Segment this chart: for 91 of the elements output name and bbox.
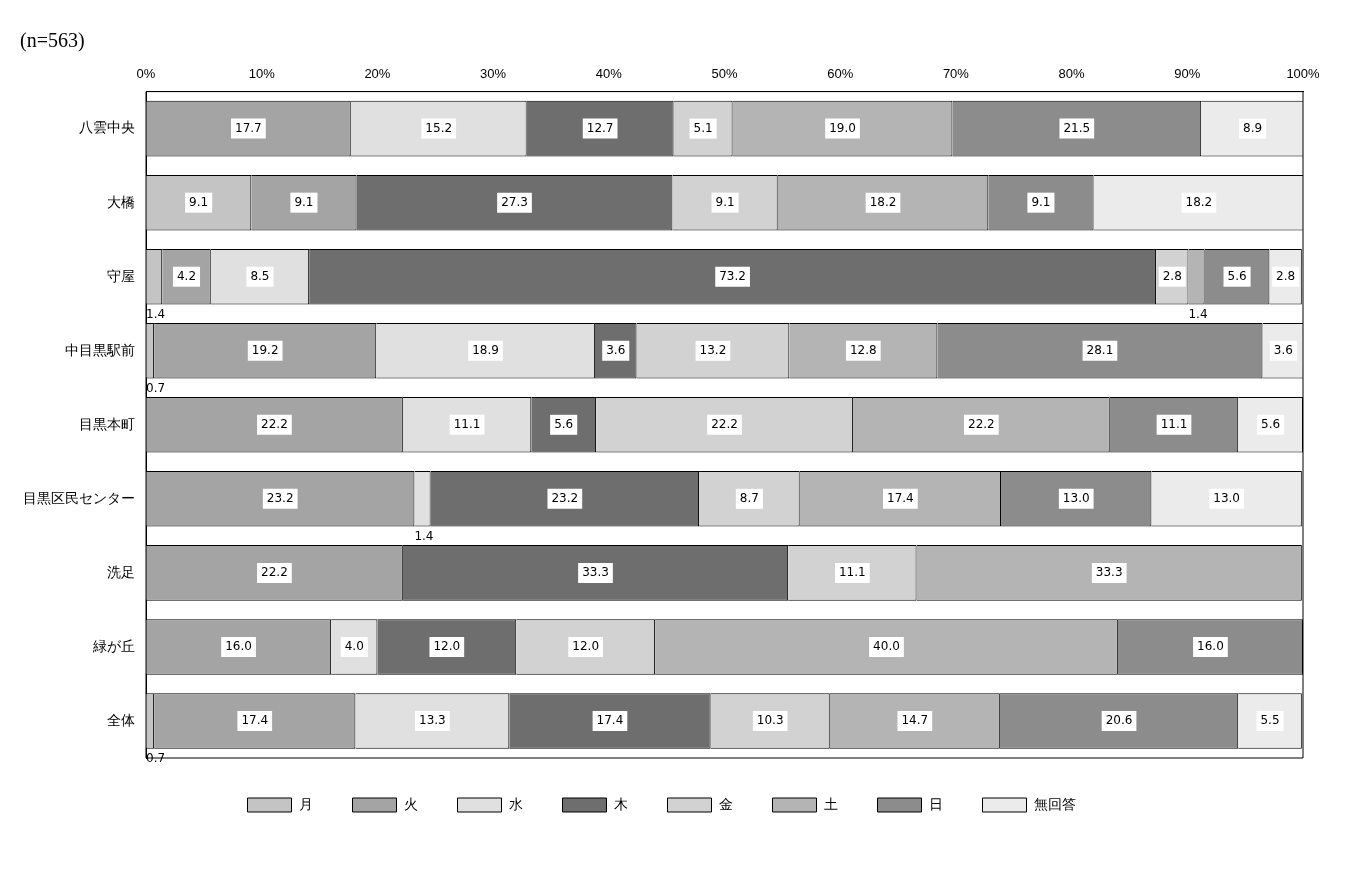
data-label: 11.1: [453, 416, 481, 431]
legend-label: 水: [508, 795, 523, 812]
y-tick-label: 中目黒駅前: [65, 341, 135, 358]
x-tick-label: 60%: [827, 66, 854, 82]
data-label: 9.1: [1031, 194, 1051, 209]
data-label: 12.8: [849, 342, 877, 357]
legend-label: 火: [403, 795, 418, 812]
data-label: 22.2: [711, 416, 738, 431]
data-label: 33.3: [582, 565, 609, 580]
data-label: 17.4: [887, 490, 914, 505]
data-label: 27.3: [501, 194, 528, 209]
x-tick-label: 80%: [1058, 66, 1086, 82]
y-tick-label: 緑が丘: [92, 637, 135, 654]
legend-label: 土: [823, 795, 838, 812]
data-label: 21.5: [1063, 120, 1091, 135]
data-label: 12.0: [433, 639, 461, 654]
data-label: 20.6: [1105, 713, 1133, 728]
data-label: 17.7: [235, 120, 262, 135]
data-label: 4.2: [176, 268, 197, 283]
data-label: 13.0: [1062, 490, 1090, 505]
legend-label: 無回答: [1033, 795, 1076, 812]
data-label: 33.3: [1095, 565, 1123, 580]
data-label: 12.0: [572, 639, 600, 654]
data-label: 11.1: [838, 565, 866, 580]
y-tick-label: 目黒本町: [79, 415, 135, 432]
x-tick-label: 10%: [248, 66, 276, 82]
data-label: 22.2: [261, 565, 288, 580]
data-label: 16.0: [225, 639, 252, 654]
data-label: 11.1: [1160, 416, 1188, 431]
data-label: 18.2: [1185, 194, 1213, 209]
data-label: 0.7: [146, 750, 166, 765]
y-tick-label: 全体: [107, 711, 135, 728]
x-tick-label: 30%: [480, 66, 507, 82]
data-label: 0.7: [146, 380, 166, 395]
data-label: 2.8: [1276, 268, 1296, 283]
y-tick-label: 守屋: [107, 267, 135, 284]
data-label: 8.5: [250, 268, 270, 283]
data-label: 9.1: [294, 194, 314, 209]
data-label: 16.0: [1197, 639, 1224, 654]
y-tick-label: 八雲中央: [79, 119, 135, 136]
data-label: 5.6: [554, 416, 574, 431]
data-label: 3.6: [1273, 342, 1293, 357]
data-label: 73.2: [719, 268, 746, 283]
data-label: 12.7: [586, 120, 614, 135]
data-label: 15.2: [425, 120, 453, 135]
data-label: 14.7: [901, 713, 929, 728]
data-label: 1.4: [1188, 306, 1208, 321]
data-label: 22.2: [967, 416, 995, 431]
y-tick-label: 大橋: [107, 193, 135, 210]
data-label: 4.0: [344, 639, 364, 654]
y-tick-label: 目黒区民センター: [23, 489, 135, 506]
legend-label: 月: [298, 795, 313, 812]
data-label: 23.2: [266, 490, 294, 505]
data-label: 22.2: [261, 416, 288, 431]
data-label: 8.9: [1243, 120, 1263, 135]
x-tick-label: 70%: [942, 66, 970, 82]
x-tick-label: 50%: [711, 66, 738, 82]
data-label: 13.3: [419, 713, 446, 728]
chart-title: (n=563): [20, 29, 85, 53]
data-label: 28.1: [1086, 342, 1114, 357]
data-label: 1.4: [146, 306, 166, 321]
data-label: 13.2: [699, 342, 727, 357]
data-label: 5.6: [1261, 416, 1281, 431]
legend-label: 木: [613, 795, 628, 812]
data-label: 19.2: [251, 342, 279, 357]
legend-label: 金: [718, 795, 733, 812]
data-label: 17.4: [241, 713, 269, 728]
data-label: 3.6: [606, 342, 626, 357]
data-label: 10.3: [756, 713, 784, 728]
data-label: 2.8: [1162, 268, 1182, 283]
data-label: 40.0: [873, 639, 900, 654]
data-label: 1.4: [414, 528, 434, 543]
data-label: 9.1: [715, 194, 735, 209]
legend-label: 日: [928, 795, 943, 812]
data-label: 5.1: [693, 120, 713, 135]
x-tick-label: 40%: [595, 66, 623, 82]
x-tick-label: 90%: [1174, 66, 1201, 82]
data-label: 5.6: [1227, 268, 1247, 283]
data-label: 13.0: [1213, 490, 1240, 505]
data-label: 23.2: [551, 490, 579, 505]
x-tick-label: 0%: [136, 66, 156, 82]
data-label: 17.4: [596, 713, 624, 728]
x-tick-label: 20%: [364, 66, 391, 82]
x-tick-label: 100%: [1286, 66, 1321, 82]
data-label: 18.9: [472, 342, 499, 357]
data-label: 19.0: [829, 120, 856, 135]
data-label: 8.7: [739, 490, 759, 505]
y-tick-label: 洗足: [107, 563, 135, 580]
data-label: 18.2: [869, 194, 897, 209]
data-label: 5.5: [1260, 713, 1280, 728]
data-label: 9.1: [189, 194, 209, 209]
